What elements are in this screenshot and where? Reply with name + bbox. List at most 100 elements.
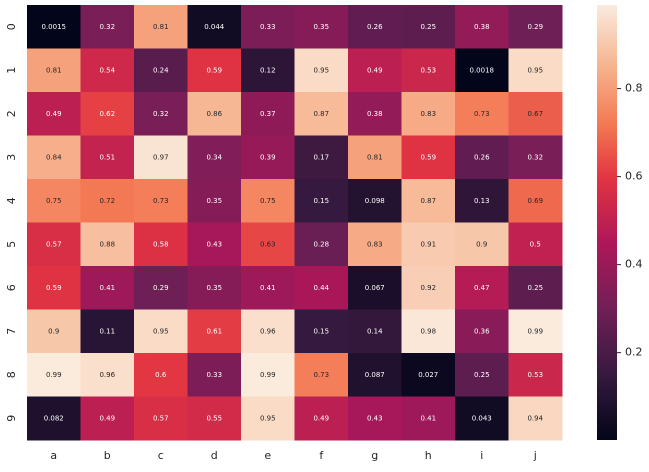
heatmap-cell	[241, 92, 295, 136]
y-tick-label: 8	[5, 371, 18, 378]
cell-label: 0.043	[472, 414, 492, 422]
heatmap-cell	[401, 135, 456, 180]
cell-label: 0.38	[474, 23, 490, 31]
cell-label: 0.12	[260, 66, 276, 74]
cell-label: 0.37	[260, 110, 276, 118]
colorbar-tick-label: 0.8	[625, 82, 643, 95]
heatmap-cell	[508, 309, 563, 354]
heatmap-cell	[27, 222, 81, 267]
heatmap-cell	[401, 48, 456, 93]
cell-label: 0.15	[313, 197, 329, 205]
heatmap-cell	[27, 353, 81, 397]
cell-label: 0.91	[420, 240, 436, 248]
y-tick-label: 3	[5, 154, 18, 161]
y-tick-label: 6	[5, 284, 18, 291]
cell-label: 0.41	[99, 284, 115, 292]
heatmap-cell	[455, 353, 509, 397]
cell-label: 0.83	[367, 240, 383, 248]
cell-label: 0.49	[46, 110, 62, 118]
heatmap-cell	[187, 92, 242, 136]
cell-label: 0.0018	[470, 66, 495, 74]
heatmap-cell	[187, 179, 242, 223]
cell-label: 0.067	[365, 284, 385, 292]
cell-label: 0.087	[365, 371, 385, 379]
heatmap-cell	[80, 266, 135, 310]
x-tick-label: b	[104, 449, 111, 462]
heatmap-cell	[27, 396, 81, 441]
heatmap-cell	[80, 48, 135, 93]
cell-label: 0.88	[99, 240, 115, 248]
cell-label: 0.38	[367, 110, 383, 118]
heatmap-cell	[455, 5, 509, 49]
cell-label: 0.53	[420, 66, 436, 74]
heatmap-cell	[27, 5, 81, 49]
cell-label: 0.5	[530, 240, 541, 248]
cell-label: 0.83	[420, 110, 436, 118]
heatmap-cell	[508, 353, 563, 397]
heatmap-cell	[27, 309, 81, 354]
heatmap-cell	[401, 396, 456, 441]
cell-label: 0.53	[527, 371, 543, 379]
cell-label: 0.99	[260, 371, 276, 379]
heatmap-cell	[134, 48, 188, 93]
cell-label: 0.13	[474, 197, 490, 205]
heatmap-cell	[294, 396, 349, 441]
heatmap-cell	[294, 179, 349, 223]
heatmap-cell	[241, 266, 295, 310]
heatmap-cell	[294, 92, 349, 136]
cell-label: 0.81	[153, 23, 169, 31]
heatmap-cell	[508, 179, 563, 223]
cell-label: 0.082	[44, 414, 64, 422]
cell-label: 0.95	[527, 66, 543, 74]
cell-label: 0.49	[367, 66, 383, 74]
cell-label: 0.25	[527, 284, 543, 292]
heatmap-cell	[241, 5, 295, 49]
cell-label: 0.098	[365, 197, 385, 205]
cell-label: 0.29	[527, 23, 543, 31]
heatmap-cell	[294, 222, 349, 267]
cell-label: 0.73	[474, 110, 490, 118]
heatmap-cell	[241, 135, 295, 180]
cell-label: 0.81	[46, 66, 62, 74]
y-tick-label: 9	[5, 415, 18, 422]
cell-label: 0.63	[260, 240, 276, 248]
cell-label: 0.98	[420, 327, 436, 335]
cell-label: 0.54	[99, 66, 115, 74]
heatmap-cell	[80, 92, 135, 136]
heatmap-cell	[294, 266, 349, 310]
heatmap-cell	[294, 48, 349, 93]
cell-label: 0.96	[260, 327, 276, 335]
heatmap-cell	[187, 266, 242, 310]
heatmap-cell	[401, 5, 456, 49]
cell-label: 0.17	[313, 153, 329, 161]
cell-label: 0.73	[153, 197, 169, 205]
x-tick-label: d	[211, 449, 218, 462]
cell-label: 0.59	[46, 284, 62, 292]
cell-label: 0.59	[206, 66, 222, 74]
cell-label: 0.36	[474, 327, 490, 335]
cell-label: 0.99	[527, 327, 543, 335]
cell-label: 0.61	[206, 327, 222, 335]
cell-label: 0.81	[367, 153, 383, 161]
y-tick-label: 5	[5, 241, 18, 248]
cell-label: 0.73	[313, 371, 329, 379]
heatmap-cell	[348, 266, 402, 310]
heatmap-cell	[80, 179, 135, 223]
heatmap-cell	[455, 179, 509, 223]
cell-label: 0.33	[260, 23, 276, 31]
cell-label: 0.94	[527, 414, 543, 422]
x-tick-label: a	[50, 449, 57, 462]
x-tick-label: g	[371, 449, 378, 462]
heatmap-cell	[241, 309, 295, 354]
cell-label: 0.86	[206, 110, 222, 118]
heatmap-cell	[508, 266, 563, 310]
cell-label: 0.95	[313, 66, 329, 74]
colorbar-tick-label: 0.4	[625, 258, 643, 271]
y-tick-label: 7	[5, 328, 18, 335]
heatmap-cell	[134, 135, 188, 180]
heatmap-cell	[348, 5, 402, 49]
cell-label: 0.67	[527, 110, 543, 118]
heatmap-cell	[134, 353, 188, 397]
heatmap-cell	[27, 92, 81, 136]
heatmap-cell	[27, 135, 81, 180]
